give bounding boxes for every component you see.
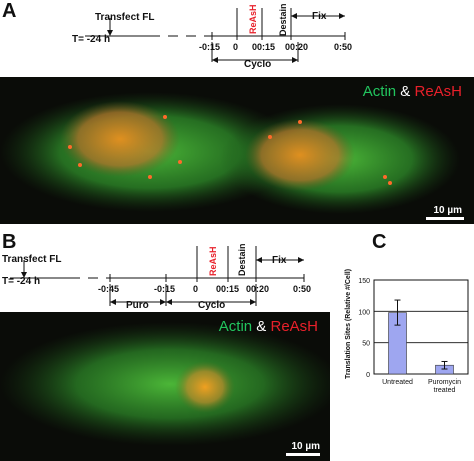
panel-c-letter: C (372, 231, 387, 253)
time-label: 00:20 (285, 42, 308, 52)
destain-step-label: Destain (237, 243, 247, 276)
micrograph-image (0, 92, 460, 214)
panel-b-micrograph: Actin & ReAsH 10 µm (0, 312, 330, 461)
time-label: 0 (233, 42, 238, 52)
y-tick-label: 150 (358, 278, 370, 285)
panel-a-letter: A (2, 0, 17, 22)
panel-a-timeline: Transfect FL T= -24 h -0:15 0 00:15 00:2… (72, 3, 352, 70)
time-label: -0:45 (98, 284, 119, 294)
time-label: 0:50 (334, 42, 352, 52)
reash-step-label: ReAsH (248, 4, 258, 34)
legend-reash: ReAsH (414, 83, 462, 100)
cyclo-label: Cyclo (198, 300, 225, 311)
puro-label: Puro (126, 300, 149, 311)
transfect-label: Transfect FL (2, 254, 61, 265)
destain-step-label: Destain (278, 3, 288, 36)
scale-label: 10 µm (433, 205, 462, 216)
y-tick-label: 100 (358, 309, 370, 316)
scale-bar (286, 453, 320, 456)
scale-label: 10 µm (291, 441, 320, 452)
y-tick-label: 50 (362, 341, 370, 348)
t0-label: T= -24 h (72, 34, 110, 45)
x-tick-label: Untreated (382, 379, 413, 386)
y-axis-label: Translation Sites (Relative #/Cell) (345, 269, 352, 379)
time-label: 00:20 (246, 284, 269, 294)
time-label: -0:15 (154, 284, 175, 294)
panel-b-timeline: Transfect FL T= -24 h -0:45 -0:15 0 00:1… (2, 243, 311, 311)
legend-amp: & (256, 318, 267, 335)
legend-actin: Actin (362, 83, 397, 100)
time-label: 00:15 (216, 284, 239, 294)
micrograph-legend: Actin & ReAsH (219, 318, 318, 335)
panel-a-micrograph: Actin & ReAsH 10 µm (0, 77, 474, 224)
y-tick-label: 0 (366, 372, 370, 379)
panel-b-letter: B (2, 231, 17, 253)
reash-step-label: ReAsH (208, 246, 218, 276)
fix-step-label: Fix (312, 11, 327, 22)
time-label: 00:15 (252, 42, 275, 52)
transfect-arrowhead (107, 30, 113, 36)
plot-frame (373, 279, 469, 375)
translation-sites-chart: Translation Sites (Relative #/Cell) 0 50 1… (345, 269, 469, 394)
time-label: -0:15 (199, 42, 220, 52)
x-tick-label: Puromycin treated (428, 379, 461, 394)
fix-step-label: Fix (272, 255, 287, 266)
t0-label: T= -24 h (2, 276, 40, 287)
micrograph-image (0, 322, 330, 446)
legend-actin: Actin (218, 318, 253, 335)
micrograph-legend: Actin & ReAsH (363, 83, 462, 100)
time-label: 0:50 (293, 284, 311, 294)
scale-bar (426, 217, 464, 220)
time-label: 0 (193, 284, 198, 294)
cyclo-label: Cyclo (244, 59, 271, 70)
legend-reash: ReAsH (270, 318, 318, 335)
transfect-label: Transfect FL (95, 12, 154, 23)
legend-amp: & (400, 83, 411, 100)
